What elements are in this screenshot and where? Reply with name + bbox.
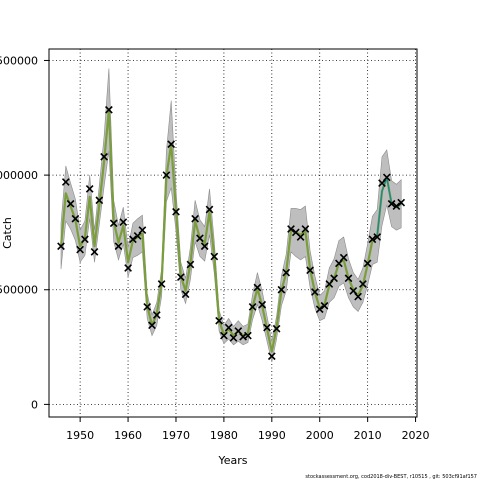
observed-catch-point [229, 334, 238, 342]
x-tick-label: 1950 [66, 429, 94, 442]
observed-catch-point [66, 199, 75, 208]
observed-catch-point [363, 259, 372, 268]
observed-catch-point [215, 316, 223, 325]
x-tick-label: 1970 [162, 429, 190, 442]
observed-catch-point [138, 226, 147, 234]
observed-catch-point [210, 252, 219, 261]
observed-catch-point [114, 242, 123, 251]
x-tick-label: 1960 [114, 429, 142, 442]
estimated-catch-line [59, 108, 402, 353]
observed-catch-point [95, 196, 104, 205]
observed-catch-point [373, 233, 382, 241]
observed-catch-point [301, 225, 310, 233]
footer-note: stockassessment.org, cod2018-div-BEST, r… [305, 474, 477, 480]
observed-catch-point [157, 280, 166, 288]
observed-catch-point [306, 266, 314, 275]
observed-catch-point [191, 214, 199, 223]
observed-catch-point [330, 274, 338, 283]
y-tick-label: 0 [31, 398, 38, 411]
y-axis: 0 500000 1000000 1500000 [0, 54, 49, 411]
observed-catch-point [109, 219, 118, 228]
x-tick-label: 2000 [306, 429, 334, 442]
observed-catch-point [253, 283, 262, 292]
observed-catch-point [143, 303, 152, 311]
observed-catch-point [387, 199, 396, 208]
plot-frame [48, 48, 418, 418]
observed-catch-point [100, 152, 108, 161]
x-axis: 1950 1960 1970 1980 1990 2000 2010 2020 [66, 417, 430, 442]
observed-catch-point [61, 178, 70, 186]
observed-catch-point [244, 331, 252, 340]
observed-catch-point [176, 273, 185, 281]
observed-catch-point [287, 225, 295, 233]
observed-catch-point [172, 207, 180, 216]
y-tick-label: 500000 [0, 284, 38, 297]
observed-catch-point [181, 290, 190, 299]
observed-catch-point [320, 301, 329, 310]
observed-catch-point [339, 253, 348, 262]
y-tick-label: 1500000 [0, 54, 38, 67]
observed-catch-point [368, 235, 377, 244]
plot-background [49, 49, 417, 417]
x-tick-label: 2020 [402, 429, 430, 442]
observed-catch-point [248, 303, 257, 311]
y-axis-title: Catch [1, 217, 14, 249]
observed-catch-point [224, 323, 233, 332]
observed-catch-point [81, 235, 89, 244]
observed-catch-point [258, 300, 267, 309]
observed-catch-point [71, 214, 80, 223]
x-tick-label: 1990 [258, 429, 286, 442]
observed-catch-point [105, 105, 113, 114]
observed-catch-point [200, 242, 209, 251]
observed-catch-point [119, 218, 128, 226]
x-tick-label: 2010 [354, 429, 382, 442]
observed-catch-point [354, 292, 362, 301]
observed-catch-point [397, 198, 406, 207]
observed-catch-point [220, 331, 228, 340]
observed-catch-point [148, 321, 156, 330]
observed-catch-point [272, 324, 281, 333]
observed-catch-point [263, 323, 271, 332]
y-tick-label: 1000000 [0, 169, 38, 182]
observed-catch-point [382, 173, 391, 182]
observed-catch-point [344, 274, 353, 283]
observed-catch-point [296, 233, 305, 241]
observed-catch-point [124, 264, 132, 272]
observed-catch-point [162, 171, 171, 179]
observed-catch-point [85, 185, 94, 193]
observed-catch-point [282, 268, 291, 277]
observed-catch-point [359, 280, 367, 288]
observed-catch-point [392, 202, 401, 210]
observed-catch-point [167, 140, 176, 149]
x-tick-label: 1980 [210, 429, 238, 442]
observed-catch-point [277, 285, 286, 294]
observed-catch-point [152, 311, 161, 319]
observed-catch-point [76, 245, 84, 254]
x-axis-title: Years [217, 454, 247, 467]
observed-catch-markers [57, 105, 406, 361]
observed-catch-point [311, 288, 319, 296]
observed-catch-point [267, 352, 276, 361]
observed-catch-point [315, 305, 324, 314]
observed-catch-point [57, 242, 65, 251]
observed-catch-point [129, 235, 137, 244]
observed-catch-point [186, 260, 195, 269]
observed-catch-point [90, 248, 99, 256]
observed-catch-point [205, 205, 214, 214]
observed-catch-point [196, 234, 204, 243]
